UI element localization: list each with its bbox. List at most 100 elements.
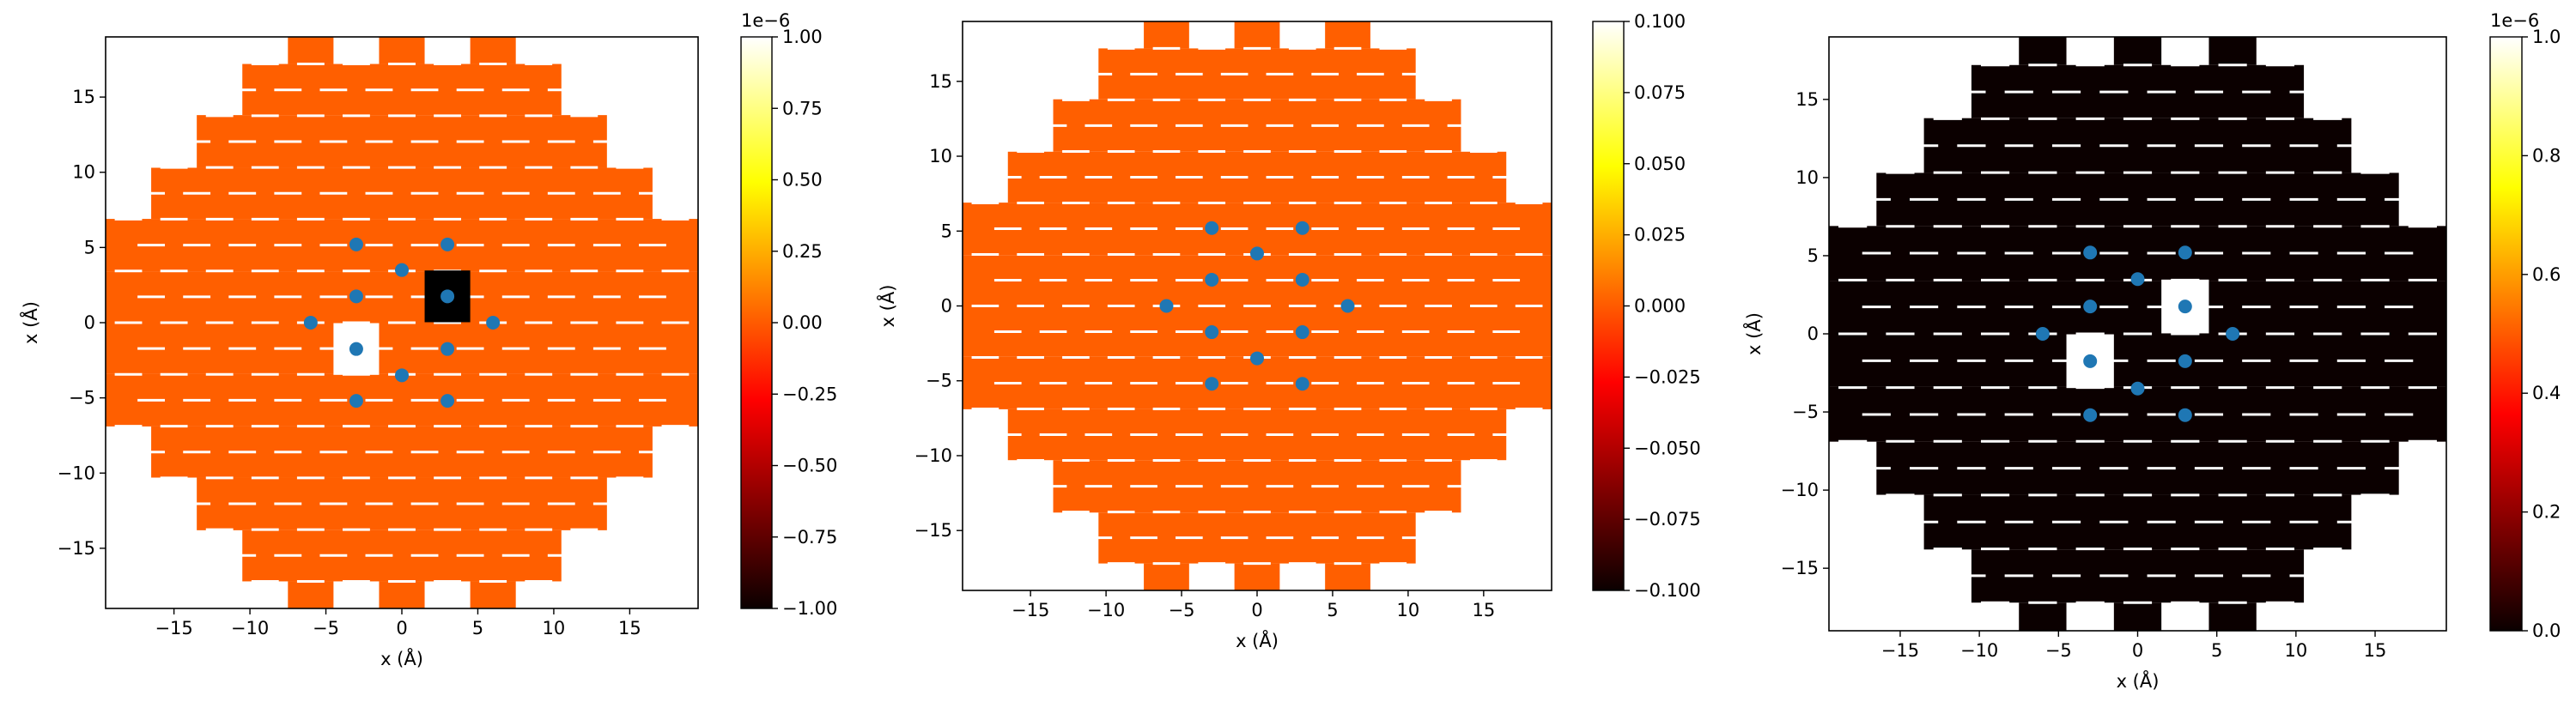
heatmap-cell-row bbox=[2019, 602, 2067, 631]
atom-point bbox=[440, 237, 455, 251]
x-tick-label: −10 bbox=[1087, 600, 1125, 620]
colorbar: −1.00 −0.75 −0.50 −0.25 0.00 0.25 0.50 0.75 1.00… bbox=[740, 10, 837, 619]
y-tick-label: −15 bbox=[1781, 558, 1819, 578]
heatmap-cell-row bbox=[2019, 37, 2067, 65]
heatmap-cell-row bbox=[2208, 37, 2257, 65]
x-axis-label: x (Å) bbox=[2117, 669, 2160, 692]
heatmap-cell-row bbox=[197, 477, 607, 530]
y-tick-label: 10 bbox=[929, 146, 952, 166]
atom-point bbox=[2130, 272, 2145, 287]
y-tick-label: −10 bbox=[1781, 480, 1819, 500]
y-axis-label: x (Å) bbox=[19, 301, 41, 344]
y-tick-label: 5 bbox=[84, 237, 95, 257]
atom-point bbox=[2083, 300, 2098, 314]
y-tick-label: −10 bbox=[58, 463, 95, 483]
heatmap-cell-row bbox=[1325, 563, 1370, 590]
colorbar-tick-label: 0.2 bbox=[2532, 502, 2561, 523]
heatmap-cell-row bbox=[1923, 118, 2352, 173]
heatmap-cell-row bbox=[2113, 37, 2162, 65]
heatmap-cell-row bbox=[288, 37, 334, 64]
y-tick-label: −15 bbox=[58, 538, 95, 559]
colorbar-gradient bbox=[741, 37, 772, 608]
x-tick-label: −5 bbox=[1169, 600, 1195, 620]
panel-2: −15 −10 −5 0 5 10 15 −15 −10 −5 0 5 10 15 x (Å) x (Å) −0… bbox=[876, 11, 1701, 651]
atom-point bbox=[2178, 300, 2192, 314]
x-axis-label: x (Å) bbox=[380, 647, 423, 669]
atom-point bbox=[2083, 354, 2098, 368]
y-tick-label: −15 bbox=[914, 520, 952, 541]
colorbar: −0.100 −0.075 −0.050 −0.025 0.000 0.025 0.050 0… bbox=[1592, 11, 1701, 601]
atom-point bbox=[1295, 377, 1309, 391]
heatmap-cell-row bbox=[151, 426, 653, 478]
heatmap-cell-row bbox=[1007, 151, 1507, 203]
atom-point bbox=[440, 289, 455, 304]
y-tick-label: 15 bbox=[72, 87, 95, 107]
colorbar-tick-label: 0.050 bbox=[1634, 154, 1686, 174]
x-tick-label: −15 bbox=[155, 618, 192, 638]
panel-1: −15 −10 −5 0 5 10 15 −15 −10 −5 0 5 10 15 x (Å) x (Å) −1… bbox=[19, 10, 837, 669]
atom-point bbox=[1250, 351, 1264, 366]
atom-point bbox=[2130, 381, 2145, 396]
colorbar-tick-label: 0.00 bbox=[782, 312, 823, 333]
heatmap-cell-row bbox=[470, 37, 516, 64]
colorbar: 0.0 0.2 0.4 0.6 0.8 1.01e−6 bbox=[2489, 10, 2561, 641]
heatmap-cell-row bbox=[379, 581, 425, 608]
colorbar-gradient bbox=[1593, 21, 1624, 590]
x-tick-label: −5 bbox=[313, 618, 339, 638]
atom-point bbox=[1159, 299, 1174, 313]
colorbar-tick-label: 1.0 bbox=[2532, 27, 2561, 47]
atom-point bbox=[1205, 325, 1219, 340]
colorbar-tick-label: 0.25 bbox=[782, 241, 823, 262]
y-tick-label: −5 bbox=[69, 388, 95, 408]
heatmap-cell-row bbox=[1053, 460, 1461, 513]
atom-point bbox=[2083, 408, 2098, 422]
x-tick-label: 0 bbox=[1251, 600, 1262, 620]
atom-point bbox=[1295, 272, 1309, 287]
x-tick-label: −15 bbox=[1881, 640, 1919, 661]
heatmap-cell-row bbox=[1876, 441, 2399, 495]
atom-point bbox=[1205, 272, 1219, 287]
y-tick-label: −5 bbox=[926, 371, 952, 391]
colorbar-tick-label: 0.000 bbox=[1634, 296, 1686, 317]
y-tick-label: 5 bbox=[941, 221, 952, 241]
atom-point bbox=[1340, 299, 1355, 313]
x-tick-label: 15 bbox=[618, 618, 641, 638]
atom-point bbox=[2178, 245, 2192, 260]
x-tick-label: 5 bbox=[1327, 600, 1338, 620]
x-tick-label: −15 bbox=[1012, 600, 1049, 620]
heatmap-cell-row bbox=[151, 167, 653, 220]
y-tick-label: 5 bbox=[1807, 245, 1819, 266]
colorbar-tick-label: 0.75 bbox=[782, 98, 823, 118]
heatmap-cell-row bbox=[1144, 563, 1189, 590]
colorbar-tick-label: 0.4 bbox=[2532, 383, 2561, 403]
colorbar-tick-label: −1.00 bbox=[782, 598, 837, 619]
atom-point bbox=[395, 263, 409, 277]
x-tick-label: −5 bbox=[2045, 640, 2072, 661]
y-axis-label: x (Å) bbox=[1742, 312, 1765, 355]
colorbar-tick-label: −0.025 bbox=[1634, 366, 1701, 387]
heatmap-cell-row bbox=[1144, 21, 1189, 49]
y-axis-label: x (Å) bbox=[876, 285, 898, 328]
atom-point bbox=[1205, 377, 1219, 391]
colorbar-frame bbox=[2489, 36, 2523, 632]
colorbar-tick-label: 0.025 bbox=[1634, 225, 1686, 245]
x-tick-label: 10 bbox=[2284, 640, 2307, 661]
x-tick-label: 15 bbox=[2364, 640, 2387, 661]
heatmap-cell-row bbox=[1007, 408, 1507, 461]
x-tick-label: −10 bbox=[231, 618, 269, 638]
heatmap-cell-row bbox=[2208, 602, 2257, 631]
atom-point bbox=[1295, 221, 1309, 235]
x-tick-label: 5 bbox=[472, 618, 483, 638]
atom-point bbox=[2083, 245, 2098, 260]
x-axis-label: x (Å) bbox=[1236, 629, 1279, 651]
heatmap-cell-row bbox=[470, 581, 516, 608]
y-tick-label: 10 bbox=[1795, 167, 1819, 188]
heatmap-field bbox=[106, 37, 698, 608]
atom-point bbox=[2178, 354, 2192, 368]
atom-point bbox=[440, 342, 455, 356]
y-tick-label: −10 bbox=[914, 445, 952, 466]
x-tick-label: 5 bbox=[2211, 640, 2222, 661]
heatmap-cell-row bbox=[197, 115, 607, 168]
x-tick-label: 0 bbox=[396, 618, 407, 638]
atom-point bbox=[2035, 327, 2050, 341]
